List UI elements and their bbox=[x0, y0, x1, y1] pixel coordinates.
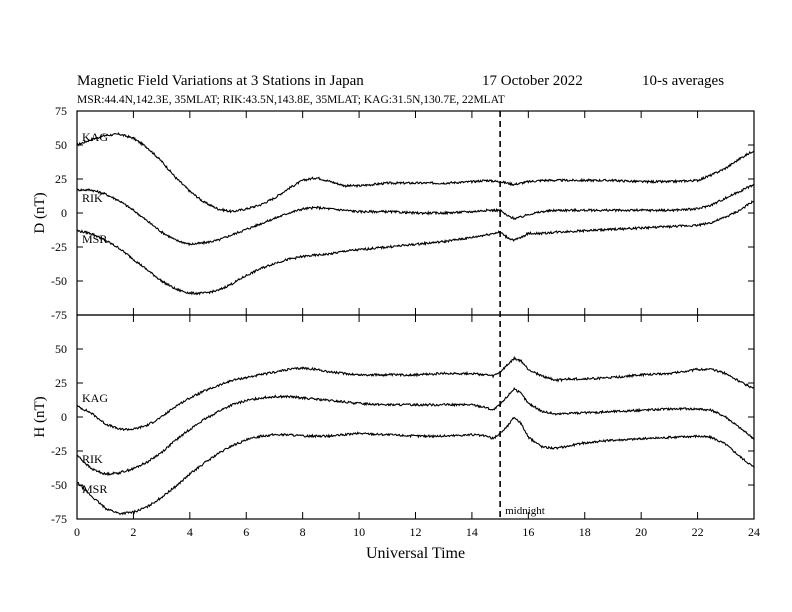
x-axis-label: Universal Time bbox=[366, 545, 465, 562]
y-tick-label-h: -25 bbox=[51, 444, 67, 458]
x-tick-label: 2 bbox=[130, 525, 136, 539]
midnight-label: midnight bbox=[505, 505, 545, 517]
y-tick-label-d: -75 bbox=[51, 308, 67, 322]
series-label-h-rik: RIK bbox=[82, 452, 103, 466]
chart-date: 17 October 2022 bbox=[482, 73, 583, 89]
series-line-h-msr bbox=[76, 416, 755, 516]
chart-header: Magnetic Field Variations at 3 Stations … bbox=[0, 0, 792, 110]
x-tick-label: 4 bbox=[187, 525, 193, 539]
x-tick-label: 16 bbox=[522, 525, 534, 539]
annotations: midnight bbox=[499, 111, 545, 519]
series-label-d-rik: RIK bbox=[82, 191, 103, 205]
y-tick-label-d: 75 bbox=[55, 104, 67, 118]
x-tick-label: 10 bbox=[353, 525, 365, 539]
x-tick-label: 14 bbox=[466, 525, 478, 539]
x-tick-label: 20 bbox=[635, 525, 647, 539]
y-tick-label-d: 25 bbox=[55, 172, 67, 186]
chart-averaging: 10-s averages bbox=[642, 73, 725, 89]
y-tick-label-d: 0 bbox=[61, 206, 67, 220]
series-label-h-msr: MSR bbox=[82, 482, 107, 496]
series-line-d-kag bbox=[76, 132, 755, 214]
y-tick-label-h: 0 bbox=[61, 410, 67, 424]
series-line-h-rik bbox=[76, 386, 755, 477]
chart-title: Magnetic Field Variations at 3 Stations … bbox=[77, 73, 364, 89]
y-tick-label-d: 50 bbox=[55, 138, 67, 152]
series-line-d-msr bbox=[76, 200, 755, 296]
series-label-d-msr: MSR bbox=[82, 232, 107, 246]
series-line-h-kag bbox=[76, 355, 755, 432]
y-tick-label-h: -75 bbox=[51, 512, 67, 526]
x-tick-label: 24 bbox=[748, 525, 760, 539]
x-tick-label: 0 bbox=[74, 525, 80, 539]
x-tick-label: 8 bbox=[300, 525, 306, 539]
y-axis-label-h: H (nT) bbox=[32, 396, 48, 437]
x-tick-label: 6 bbox=[243, 525, 249, 539]
panel-frame-d bbox=[76, 110, 755, 316]
y-tick-label-h: 25 bbox=[55, 376, 67, 390]
series-label-d-kag: KAG bbox=[82, 130, 108, 144]
y-tick-label-d: -25 bbox=[51, 240, 67, 254]
y-tick-label-d: -50 bbox=[51, 274, 67, 288]
series-line-d-rik bbox=[76, 183, 755, 247]
y-axis-label-d: D (nT) bbox=[32, 192, 48, 233]
stations-info: MSR:44.4N,142.3E, 35MLAT; RIK:43.5N,143.… bbox=[77, 94, 505, 106]
series-label-h-kag: KAG bbox=[82, 391, 108, 405]
panel-frame-h bbox=[76, 314, 755, 520]
x-tick-label: 22 bbox=[692, 525, 704, 539]
y-tick-label-h: -50 bbox=[51, 478, 67, 492]
x-tick-label: 18 bbox=[579, 525, 591, 539]
x-tick-label: 12 bbox=[410, 525, 422, 539]
y-tick-label-h: 50 bbox=[55, 342, 67, 356]
panel-declination: -75 -50 -25 0 25 50 75 D (nT) KAG RIK MSR bbox=[32, 104, 755, 322]
